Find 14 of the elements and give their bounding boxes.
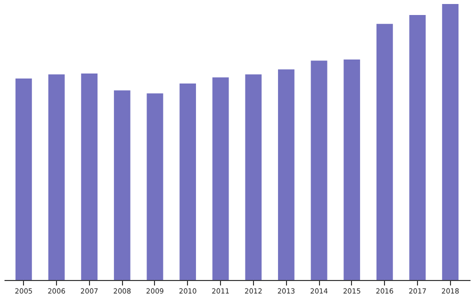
bar <box>310 60 328 280</box>
bar <box>409 15 426 280</box>
bar <box>114 90 130 280</box>
bar <box>146 93 164 280</box>
bar <box>278 69 294 280</box>
bar <box>81 74 98 280</box>
bar <box>442 4 459 280</box>
bar <box>180 83 196 280</box>
bar <box>376 24 393 280</box>
bar <box>344 59 360 280</box>
bar <box>48 74 65 280</box>
bar <box>212 77 229 280</box>
bar <box>15 78 32 280</box>
bar <box>245 74 262 280</box>
